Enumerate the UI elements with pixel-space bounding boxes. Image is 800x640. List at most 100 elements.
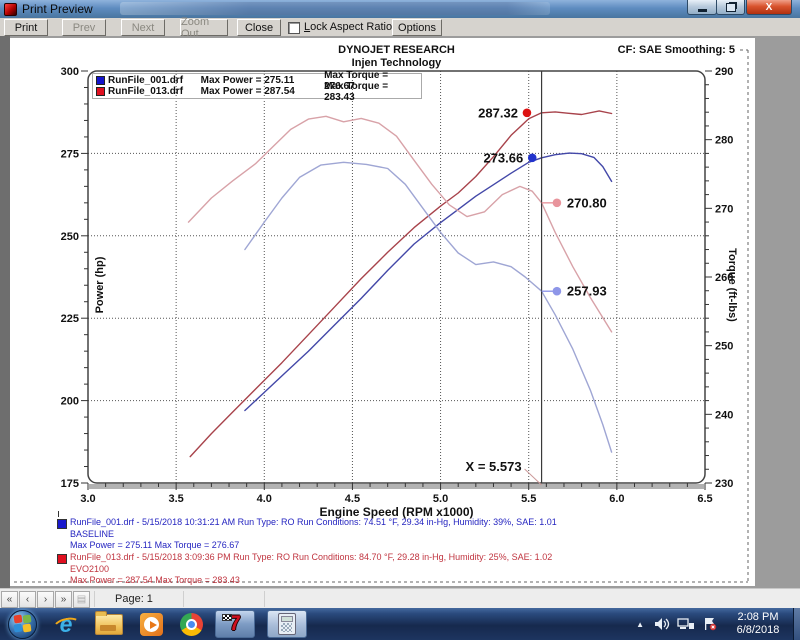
y-right-tick-label: 280 [715,135,733,147]
marker-dot [522,108,532,118]
play-icon [150,620,157,629]
taskbar: e 7 ▲ [0,608,800,640]
x-tick-label: 5.0 [433,493,448,505]
statusbar-divider [263,591,265,607]
legend-row: RunFile_001.drf Max Power = 275.11 Max T… [96,70,418,92]
lock-aspect-checkbox[interactable] [288,22,300,34]
next-page-button[interactable]: › [37,590,54,608]
right-axis-title: Torque (ft-lbs) [726,248,738,322]
taskbar-clock[interactable]: 2:08 PM 6/8/2018 [729,611,787,637]
curve-runfile_013-torque [187,115,613,333]
calculator-icon [278,613,296,635]
print-button[interactable]: Print [4,19,48,36]
x-tick-label: 6.0 [609,493,624,505]
marker-value-label: 270.80 [567,195,607,210]
show-desktop-button[interactable] [793,608,800,640]
status-bar: « ‹ › » ▤ Page: 1 [0,588,800,609]
next-button[interactable]: Next [121,19,165,36]
zoom-out-button[interactable]: Zoom Out [180,16,228,40]
minimize-icon [697,8,707,12]
x-tick-label: 3.5 [168,493,183,505]
toolbar: Print Prev Next Zoom Out Close Lock Aspe… [0,16,800,40]
text-caret-artifact [58,511,59,517]
legend-max-power: Max Power = 287.54 [200,86,295,97]
marker-dot [552,286,562,296]
print-preview-area: 3.0 3.5 4.0 4.5 5.0 5.5 6.0 6.5 175 200 225 250 275 3… [0,36,800,588]
prev-button[interactable]: Prev [62,19,106,36]
minimize-button[interactable] [687,0,717,15]
prev-page-button[interactable]: ‹ [19,590,36,608]
windows-flag-icon [13,613,23,624]
checkered-flag-icon [222,614,232,621]
dynojet-winpep-taskbar-button[interactable]: 7 [215,610,255,638]
y-right-tick-label: 240 [715,409,733,421]
legend-max-torque: Max Torque = 283.43 [324,80,389,103]
hidden-icons-arrow[interactable]: ▲ [636,619,644,629]
page-setup-button[interactable]: ▤ [73,590,90,608]
run-info-line: RunFile_013.drf - 5/15/2018 3:09:36 PM R… [70,552,553,562]
y-right-tick-label: 250 [715,341,733,353]
y-right-tick-label: 270 [715,203,733,215]
marker-value-label: 273.66 [483,150,523,165]
dyno-chart: 3.0 3.5 4.0 4.5 5.0 5.5 6.0 6.5 175 200 225 250 275 3… [14,49,749,583]
plot-frame [87,70,706,484]
last-page-button[interactable]: » [55,590,72,608]
chrome-icon[interactable] [180,612,203,636]
run-name-line: BASELINE [70,528,115,539]
legend-max-torque: Max Torque = 276.67 [324,69,389,92]
marker-value-label: 287.32 [478,105,518,120]
legend-row: RunFile_013.drf Max Power = 287.54 Max T… [96,81,418,103]
y-left-tick-label: 300 [61,66,79,78]
chart-title: DYNOJET RESEARCH [338,44,455,56]
background-window-ghost [120,2,550,15]
page-margin-guide [14,49,749,583]
file-explorer-icon[interactable] [95,610,123,635]
window-title: Print Preview [22,2,93,16]
y-left-tick-label: 275 [61,148,79,160]
close-button[interactable]: X [746,0,792,15]
preview-page [10,38,755,586]
y-right-tick-label: 260 [715,272,733,284]
legend-max-power: Max Power = 275.11 [200,75,295,86]
restore-icon [725,2,736,12]
x-tick-label: 4.5 [345,493,360,505]
restore-button[interactable] [716,0,745,15]
correction-smoothing-note: CF: SAE Smoothing: 5 [617,44,735,56]
run-info-line: RunFile_001.drf - 5/15/2018 10:31:21 AM … [70,517,557,527]
page-number-label: Page: 1 [115,593,153,605]
clock-time: 2:08 PM [737,611,779,623]
legend-file-name: RunFile_013.drf [108,86,184,97]
x-axis-title: Engine Speed (RPM x1000) [319,505,474,519]
run-annotation-evo2100: RunFile_013.drf - 5/15/2018 3:09:36 PM R… [56,552,716,587]
system-tray: ▲ 2:08 PM 6/8/2018 [636,608,800,640]
start-button[interactable] [8,609,37,639]
run-name-line: EVO2100 [70,563,110,574]
dynojet-seven-icon: 7 [229,612,241,635]
preview-gutter [0,36,10,588]
options-button[interactable]: Options [392,19,442,36]
title-bar: Print Preview [0,0,800,18]
y-left-tick-label: 250 [61,231,79,243]
x-tick-label: 4.0 [257,493,272,505]
internet-explorer-icon[interactable]: e [51,612,83,637]
volume-icon[interactable] [654,617,670,631]
lock-aspect-label: Lock Aspect Ratio [304,21,393,33]
x-tick-label: 6.5 [697,493,712,505]
calculator-taskbar-button[interactable] [267,610,307,638]
cursor-x-label: X = 5.573 [466,459,522,474]
close-preview-button[interactable]: Close [237,19,281,36]
run-max-line: Max Power = 275.11 Max Torque = 276.67 [70,540,240,550]
marker-dot [552,198,562,208]
curve-runfile_001-torque [244,161,613,453]
y-left-tick-label: 225 [61,313,79,325]
action-center-flag-icon[interactable] [702,617,718,631]
clock-date: 6/8/2018 [736,624,780,636]
y-left-tick-label: 200 [61,396,79,408]
curve-runfile_013-power [189,110,613,458]
network-icon[interactable] [677,617,695,631]
chart-subtitle: Injen Technology [351,57,442,69]
first-page-button[interactable]: « [1,590,18,608]
media-player-icon[interactable] [140,612,163,636]
run-swatch-blue [57,519,67,529]
x-axis-bar [89,484,704,489]
